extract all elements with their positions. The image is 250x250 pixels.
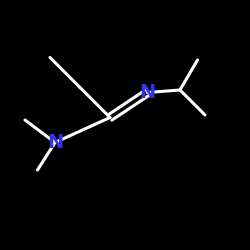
Text: N: N [140, 83, 156, 102]
Text: N: N [47, 133, 63, 152]
